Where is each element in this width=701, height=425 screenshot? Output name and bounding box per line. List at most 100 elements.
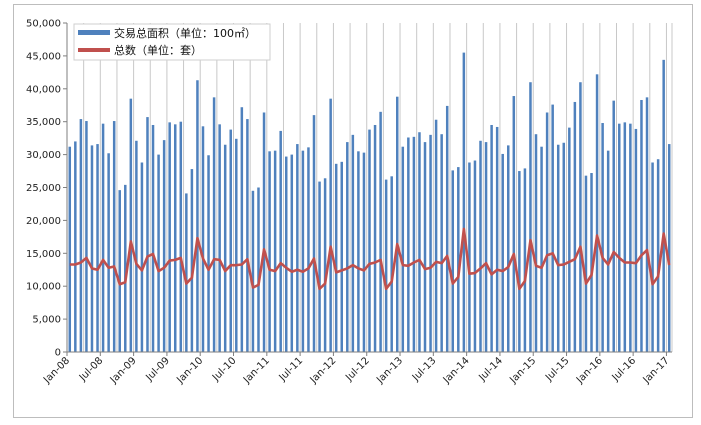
- bar: [296, 144, 299, 352]
- bar: [523, 168, 527, 352]
- bar: [212, 97, 216, 352]
- bar: [379, 111, 382, 352]
- bar: [418, 132, 421, 352]
- y-tick-label: 25,000: [26, 183, 61, 194]
- bar: [101, 123, 105, 352]
- x-tick-label: Jan-13: [374, 355, 405, 386]
- bar: [362, 152, 366, 352]
- bar: [590, 173, 593, 352]
- y-tick-label: 30,000: [26, 150, 61, 161]
- bar: [290, 154, 294, 352]
- bar: [512, 96, 516, 352]
- x-tick-label: Jan-12: [308, 355, 339, 386]
- bar: [556, 144, 560, 352]
- bar: [240, 107, 244, 352]
- bar: [457, 167, 460, 352]
- axes: [63, 22, 672, 356]
- bar: [462, 52, 466, 353]
- chart-svg: 0 5,000 10,000 15,000 20,000 25,000 30,000 35,0…: [26, 19, 673, 386]
- bar: [74, 141, 77, 352]
- legend-bar-swatch: [78, 30, 110, 35]
- bar: [218, 124, 221, 352]
- bar: [396, 96, 399, 352]
- bar: [634, 128, 638, 352]
- bar: [246, 119, 249, 352]
- bar: [473, 160, 477, 352]
- bar: [140, 162, 144, 352]
- x-tick-label: Jul-14: [476, 355, 505, 384]
- y-tick-label: 50,000: [26, 19, 61, 30]
- y-tick-label: 35,000: [26, 117, 61, 128]
- legend-label-area: 交易总面积（单位：100㎡）: [114, 26, 256, 40]
- bar: [112, 121, 116, 352]
- bar: [507, 145, 510, 352]
- x-tick-label: Jan-11: [241, 355, 272, 386]
- bar: [429, 134, 432, 352]
- bar: [79, 119, 83, 352]
- bar: [273, 150, 277, 352]
- bar: [529, 82, 532, 352]
- bar: [146, 117, 149, 352]
- bar: [518, 171, 521, 352]
- bar: [329, 98, 332, 352]
- bar: [157, 154, 160, 352]
- bar: [606, 150, 610, 352]
- bar: [268, 151, 271, 352]
- bar: [190, 169, 194, 352]
- x-tick-label: Jan-15: [507, 355, 538, 386]
- x-tick-label: Jul-13: [410, 355, 439, 384]
- bar: [412, 136, 416, 352]
- bar: [68, 146, 72, 352]
- bar: [357, 151, 360, 352]
- bar: [179, 121, 183, 352]
- x-tick-label: Jul-11: [277, 355, 306, 384]
- bar: [645, 97, 649, 352]
- chart-frame: 0 5,000 10,000 15,000 20,000 25,000 30,000 35,0…: [13, 4, 693, 418]
- bar: [629, 123, 632, 352]
- bar: [373, 124, 377, 353]
- bar: [162, 140, 166, 352]
- bar: [223, 144, 227, 352]
- bar: [495, 126, 499, 353]
- bar: [135, 140, 138, 352]
- bar: [229, 129, 232, 352]
- bar: [340, 161, 343, 352]
- bar: [651, 162, 654, 352]
- legend-label-count: 总数（单位：套）: [114, 43, 202, 57]
- x-tick-label: Jul-12: [343, 355, 372, 384]
- bar: [584, 175, 588, 352]
- bar: [129, 98, 133, 352]
- bar: [185, 193, 188, 352]
- bar: [207, 155, 210, 352]
- area-bars: [68, 52, 671, 353]
- x-tick-label: Jul-15: [543, 355, 572, 384]
- bar: [401, 146, 405, 352]
- x-tick-label: Jul-10: [210, 355, 239, 384]
- bar: [390, 176, 393, 352]
- bar: [479, 140, 482, 352]
- bar: [107, 153, 110, 352]
- x-tick-label: Jan-09: [108, 355, 139, 386]
- legend-line-swatch: [78, 48, 110, 52]
- bar: [173, 124, 177, 352]
- bar: [623, 122, 627, 352]
- bar: [251, 190, 255, 352]
- bar: [201, 126, 205, 352]
- bar: [423, 142, 427, 352]
- bar: [168, 122, 171, 352]
- bar: [284, 156, 288, 352]
- x-tick-labels: Jan-08 Jul-08 Jan-09 Jul-09 Jan-10 Jul-10 Jan-…: [41, 355, 671, 386]
- bar: [451, 170, 455, 352]
- bar: [484, 142, 488, 352]
- y-tick-label: 10,000: [26, 282, 61, 293]
- bar: [667, 144, 671, 352]
- bar: [601, 123, 604, 353]
- bar: [307, 147, 310, 352]
- y-tick-label: 20,000: [26, 216, 61, 227]
- bar: [540, 146, 543, 352]
- bar: [551, 104, 554, 352]
- bar: [90, 145, 94, 352]
- y-tick-label: 40,000: [26, 84, 61, 95]
- bar: [568, 127, 571, 353]
- legend: 交易总面积（单位：100㎡） 总数（单位：套）: [73, 23, 271, 61]
